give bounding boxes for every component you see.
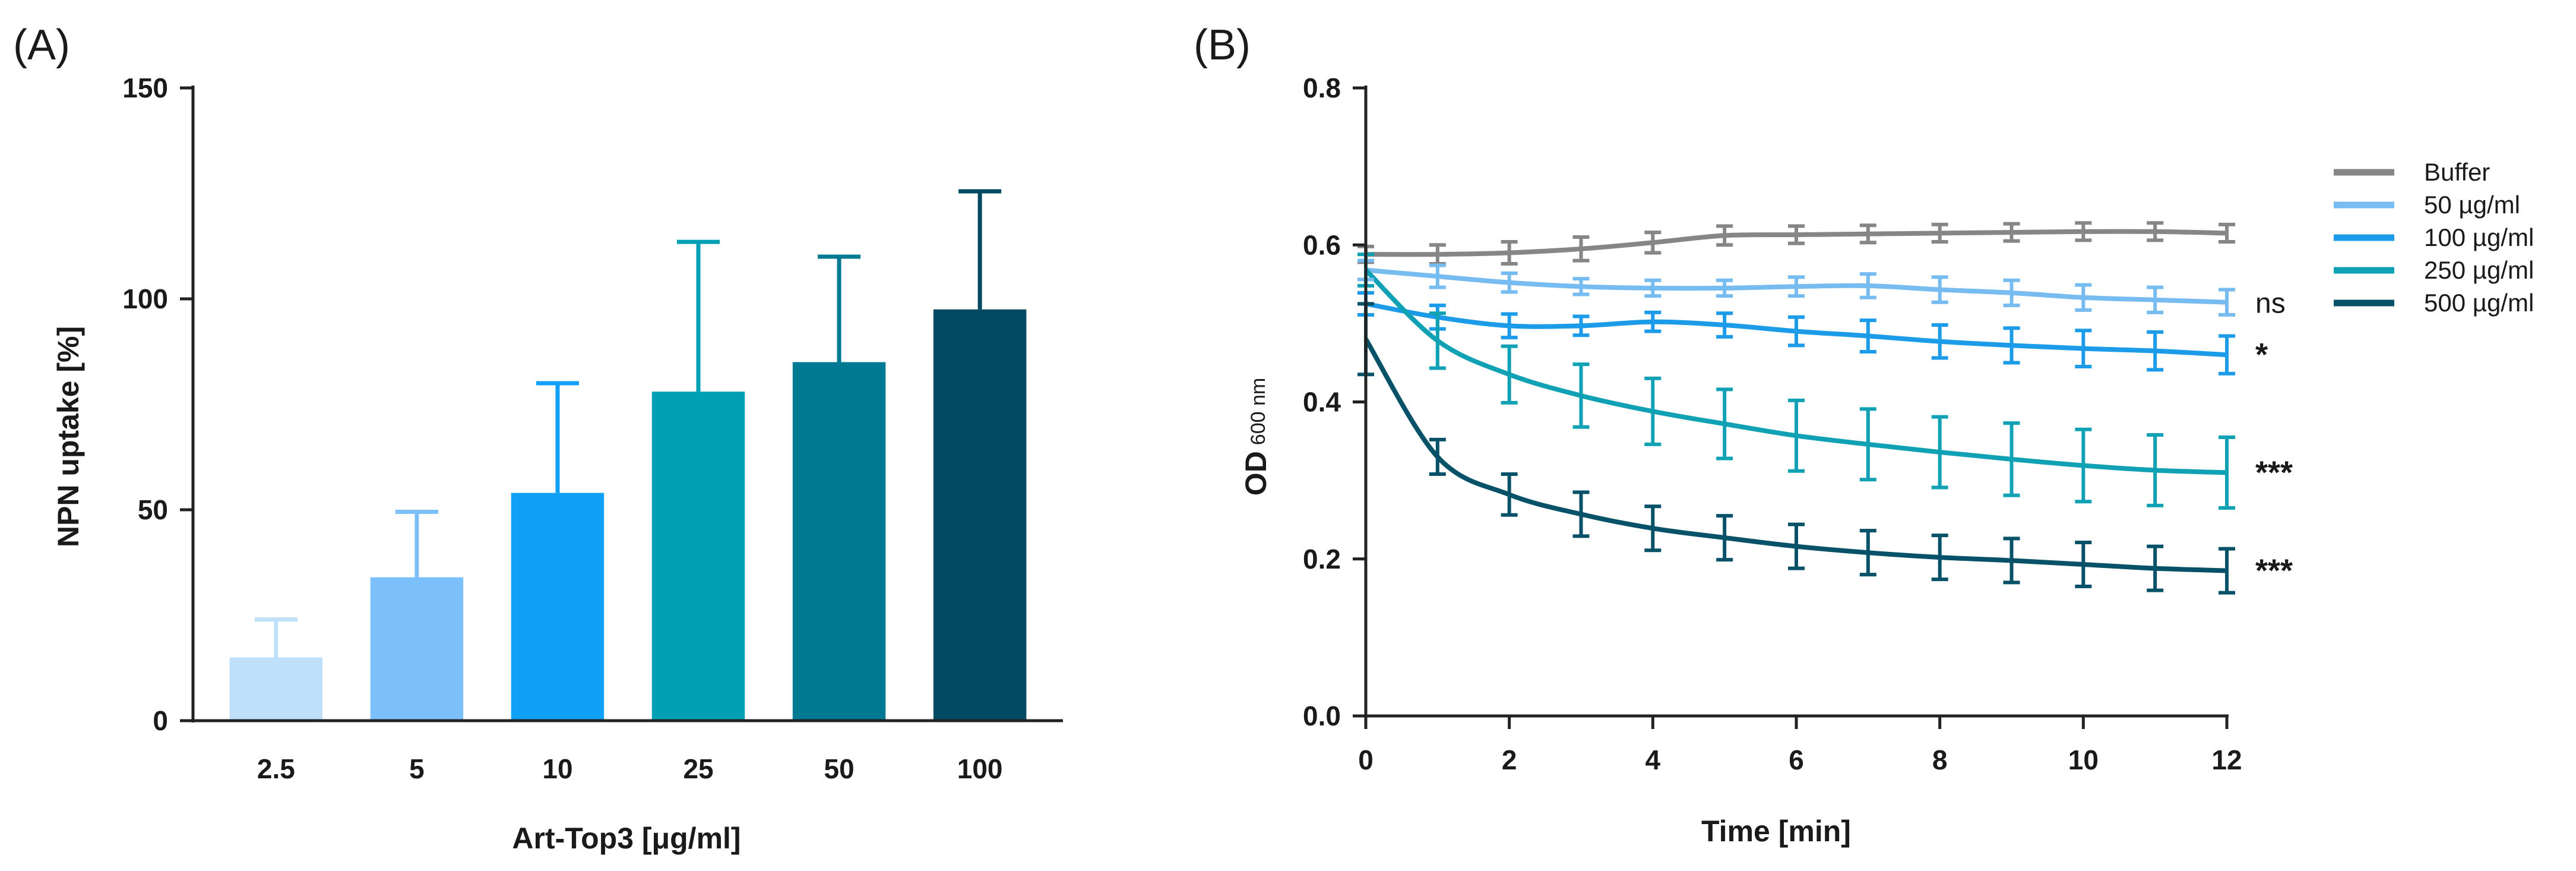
y-tick-label-100: 100 bbox=[122, 283, 168, 314]
bar-10 bbox=[511, 493, 605, 721]
y-tick-label-0.8: 0.8 bbox=[1303, 72, 1341, 103]
x-tick-label-50: 50 bbox=[824, 753, 854, 784]
panel-b-line-chart: (B) 0.00.20.40.60.8 0 2 4 6 8 10 12 ns******* … bbox=[1194, 21, 2534, 848]
panel-b-label: (B) bbox=[1194, 21, 1251, 69]
panel-b-legend: Buffer 50 µg/ml 100 µg/ml 250 µg/ml 500 µg/m… bbox=[2334, 158, 2534, 317]
x-tick-label-2.5: 2.5 bbox=[257, 753, 295, 784]
significance-50-g-ml: ns bbox=[2255, 288, 2286, 320]
y-tick-label-0.2: 0.2 bbox=[1303, 544, 1341, 575]
bar-5 bbox=[370, 577, 464, 721]
x-tick-label-4: 4 bbox=[1645, 744, 1661, 775]
x-tick-label-12: 12 bbox=[2211, 744, 2242, 775]
panel-b-y-axis-title-main: OD bbox=[1239, 451, 1273, 496]
significance-500-g-ml: *** bbox=[2255, 553, 2293, 589]
panel-a-error-bars bbox=[254, 189, 1002, 658]
panel-b-error-bars bbox=[1357, 221, 2235, 595]
bar-25 bbox=[651, 392, 745, 721]
panel-a-bars bbox=[229, 309, 1027, 721]
y-tick-label-0.0: 0.0 bbox=[1303, 700, 1341, 731]
y-tick-label-150: 150 bbox=[122, 72, 168, 103]
panel-b-y-ticks: 0.0 0.2 0.4 0.6 0.8 bbox=[1303, 72, 1366, 731]
legend-label-500-g-ml: 500 µg/ml bbox=[2424, 289, 2534, 317]
y-tick-label-50: 50 bbox=[138, 494, 168, 525]
panel-a-x-axis-title: Art-Top3 [μg/ml] bbox=[512, 822, 740, 855]
panel-a-y-axis-title: NPN uptake [%] bbox=[52, 326, 85, 547]
y-tick-label-0.6: 0.6 bbox=[1303, 229, 1341, 260]
legend-label-buffer: Buffer bbox=[2424, 158, 2490, 186]
panel-a-label: (A) bbox=[13, 21, 70, 69]
bar-100 bbox=[933, 309, 1027, 721]
panel-b-significance-labels: ns******* bbox=[2255, 288, 2293, 589]
legend-label-250-g-ml: 250 µg/ml bbox=[2424, 256, 2534, 284]
x-tick-label-6: 6 bbox=[1789, 744, 1804, 775]
panel-a-y-ticks: 0 50 100 150 bbox=[122, 72, 193, 736]
panel-b-y-axis-title: OD 600 nm bbox=[1239, 378, 1273, 496]
x-tick-label-0: 0 bbox=[1358, 744, 1374, 775]
legend-label-100-g-ml: 100 µg/ml bbox=[2424, 223, 2534, 251]
panel-b-x-axis-title: Time [min] bbox=[1701, 815, 1851, 848]
x-tick-label-10: 10 bbox=[542, 753, 572, 784]
significance-100-g-ml: * bbox=[2255, 337, 2268, 373]
bar-2.5 bbox=[229, 657, 323, 721]
significance-250-g-ml: *** bbox=[2255, 455, 2293, 490]
panel-a-x-ticks: 2.5 5 10 25 50 100 bbox=[257, 753, 1003, 784]
x-tick-label-100: 100 bbox=[957, 753, 1003, 784]
series-line-500-g-ml bbox=[1363, 337, 2227, 573]
panel-a-axes bbox=[191, 86, 1063, 722]
x-tick-label-8: 8 bbox=[1932, 744, 1948, 775]
bar-50 bbox=[792, 362, 886, 721]
panel-b-x-ticks: 0 2 4 6 8 10 12 bbox=[1358, 716, 2242, 775]
x-tick-label-25: 25 bbox=[683, 753, 713, 784]
x-tick-label-5: 5 bbox=[409, 753, 425, 784]
y-tick-label-0: 0 bbox=[153, 705, 168, 736]
y-tick-label-0.4: 0.4 bbox=[1303, 387, 1341, 418]
panel-b-y-axis-title-sub: 600 nm bbox=[1247, 378, 1270, 445]
x-tick-label-2: 2 bbox=[1502, 744, 1517, 775]
legend-label-50-g-ml: 50 µg/ml bbox=[2424, 191, 2520, 219]
panel-a-bar-chart: (A) 0 50 100 150 2.5 5 10 25 50 100 Art-Top3 [μg… bbox=[13, 21, 1063, 855]
x-tick-label-10: 10 bbox=[2068, 744, 2099, 775]
